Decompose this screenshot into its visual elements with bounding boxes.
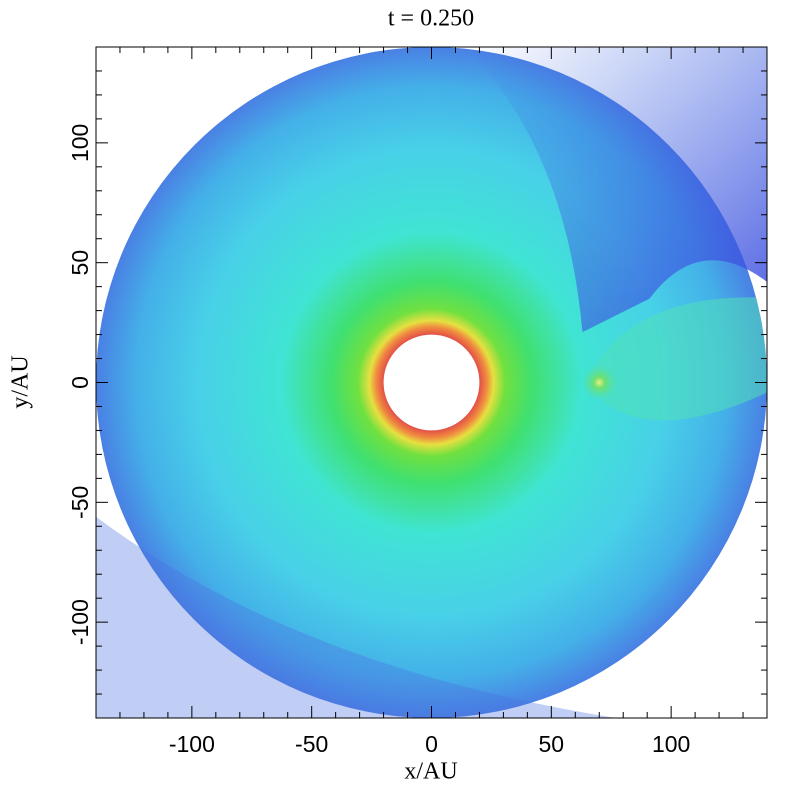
y-tick-label: -100 (67, 599, 93, 645)
inner-hole (383, 334, 480, 431)
y-tick-label: 0 (67, 376, 93, 389)
y-axis-label: y/AU (8, 355, 34, 408)
x-tick-label: 50 (539, 731, 565, 757)
x-tick-label: -100 (169, 731, 215, 757)
outer-wake (96, 516, 617, 718)
y-tick-label: -50 (67, 486, 93, 519)
planet-lobe (594, 297, 767, 421)
y-tick-label: 50 (67, 250, 93, 276)
chart-title: t = 0.250 (388, 6, 474, 32)
x-tick-label: -50 (295, 731, 328, 757)
spiral-wake (465, 47, 767, 333)
x-tick-label: 0 (425, 731, 438, 757)
x-tick-label: 100 (652, 731, 690, 757)
x-axis-label: x/AU (404, 759, 457, 785)
planet (581, 364, 618, 401)
plot-area (96, 47, 767, 718)
y-tick-label: 100 (67, 124, 93, 162)
